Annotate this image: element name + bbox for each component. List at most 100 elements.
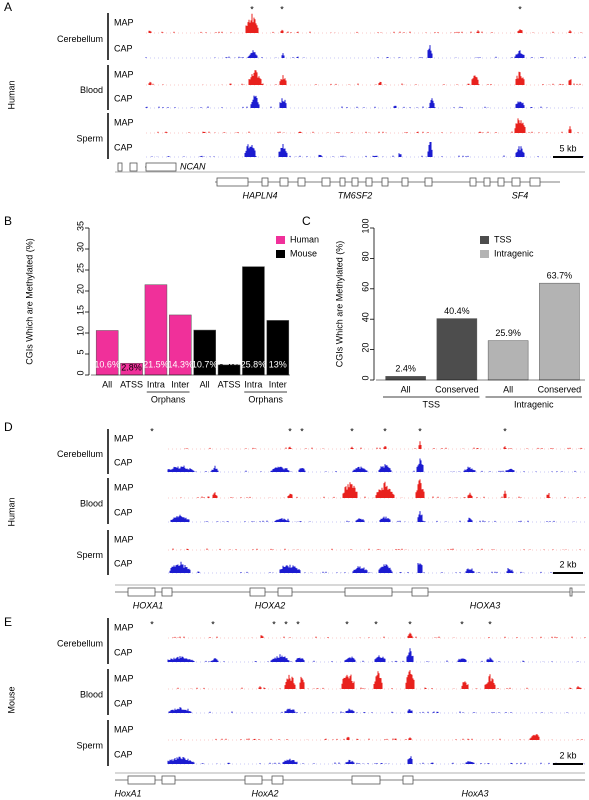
track-label: MAP: [114, 724, 134, 734]
x-tick-label: Inter: [171, 379, 189, 389]
track-label: CAP: [114, 142, 133, 152]
exon: [424, 177, 433, 187]
value-label: 13%: [269, 359, 287, 369]
signal-track: [148, 70, 581, 85]
exon: [249, 587, 266, 597]
signal-track: [180, 734, 583, 740]
signal-track: [184, 441, 583, 449]
significance-marker: *: [300, 426, 304, 436]
x-tick-label: Conserved: [538, 384, 582, 394]
tissue-label: Sperm: [76, 740, 103, 750]
exon: [279, 177, 289, 187]
exon: [339, 177, 346, 187]
value-label: 14.3%: [168, 359, 194, 369]
signal-track: [167, 648, 579, 662]
exon: [129, 162, 138, 172]
exon: [145, 162, 177, 172]
tissue-label: Blood: [80, 85, 103, 95]
x-tick-label: Conserved: [435, 384, 479, 394]
y-tick-label: 10: [75, 326, 85, 336]
signal-track: [167, 458, 576, 472]
significance-marker: *: [284, 619, 288, 629]
exon: [161, 587, 173, 597]
tissue-label: Cerebellum: [57, 34, 103, 44]
signal-track: [145, 95, 573, 108]
gene-label: HoxA1: [114, 788, 141, 798]
legend-swatch: [276, 250, 285, 258]
significance-marker: *: [374, 619, 378, 629]
track-label: MAP: [114, 673, 134, 683]
exon: [344, 587, 393, 597]
y-tick-label: 0: [75, 370, 85, 375]
value-label: 2.8%: [121, 362, 142, 372]
track-label: MAP: [114, 17, 134, 27]
gene-label: HOXA1: [133, 600, 164, 610]
y-tick-label: 40: [360, 312, 370, 322]
significance-marker: *: [150, 619, 154, 629]
x-tick-label: All: [503, 384, 513, 394]
exon: [271, 775, 284, 785]
track-label: MAP: [114, 69, 134, 79]
y-tick-label: 15: [75, 305, 85, 315]
panel-letter: A: [4, 0, 12, 14]
signal-track: [168, 707, 568, 713]
group-label: TSS: [422, 399, 440, 409]
exon: [402, 775, 414, 785]
legend-label: Intragenic: [494, 248, 534, 258]
y-axis-title: CGIs Which are Methylated (%): [24, 238, 34, 365]
scale-label: 5 kb: [559, 143, 576, 153]
exon: [161, 775, 176, 785]
gene-label: HOXA3: [470, 600, 501, 610]
significance-marker: *: [350, 426, 354, 436]
legend-label: Human: [290, 234, 319, 244]
exon: [261, 177, 269, 187]
significance-marker: *: [383, 426, 387, 436]
x-tick-label: ATSS: [120, 379, 143, 389]
track-label: CAP: [114, 558, 133, 568]
exon: [216, 177, 249, 187]
signal-track: [172, 548, 581, 550]
significance-marker: *: [150, 426, 154, 436]
y-tick-label: 30: [75, 242, 85, 252]
value-label: 25.9%: [495, 328, 521, 338]
exon: [411, 587, 429, 597]
significance-marker: *: [296, 619, 300, 629]
significance-marker: *: [488, 619, 492, 629]
x-tick-label: Inter: [269, 379, 287, 389]
track-label: CAP: [114, 93, 133, 103]
track-label: MAP: [114, 433, 134, 443]
signal-track: [180, 479, 586, 498]
y-tick-label: 80: [360, 251, 370, 261]
value-label: 25.8%: [241, 359, 267, 369]
scale-label: 2 kb: [559, 559, 576, 569]
y-tick-label: 25: [75, 263, 85, 273]
x-tick-label: All: [102, 379, 112, 389]
signal-track: [172, 632, 586, 638]
value-label: 2.4%: [219, 362, 240, 372]
significance-marker: *: [288, 426, 292, 436]
track-label: CAP: [114, 457, 133, 467]
track-label: CAP: [114, 507, 133, 517]
signal-track: [145, 45, 586, 58]
exon: [529, 177, 541, 187]
tissue-label: Cerebellum: [57, 449, 103, 459]
track-label: MAP: [114, 117, 134, 127]
track-label: MAP: [114, 622, 134, 632]
track-label: CAP: [114, 698, 133, 708]
exon: [297, 177, 306, 187]
species-label: Human: [6, 80, 16, 109]
exon: [483, 177, 491, 187]
value-label: 40.4%: [444, 306, 470, 316]
legend-label: Mouse: [290, 248, 317, 258]
significance-marker: *: [503, 426, 507, 436]
track-label: MAP: [114, 482, 134, 492]
panel-letter: D: [4, 420, 13, 434]
signal-track: [167, 756, 585, 764]
exon: [511, 177, 521, 187]
gene-label: TM6SF2: [338, 190, 373, 200]
exon: [127, 587, 156, 597]
gene-label: NCAN: [180, 161, 206, 171]
bar: [436, 318, 478, 381]
exon: [127, 775, 156, 785]
